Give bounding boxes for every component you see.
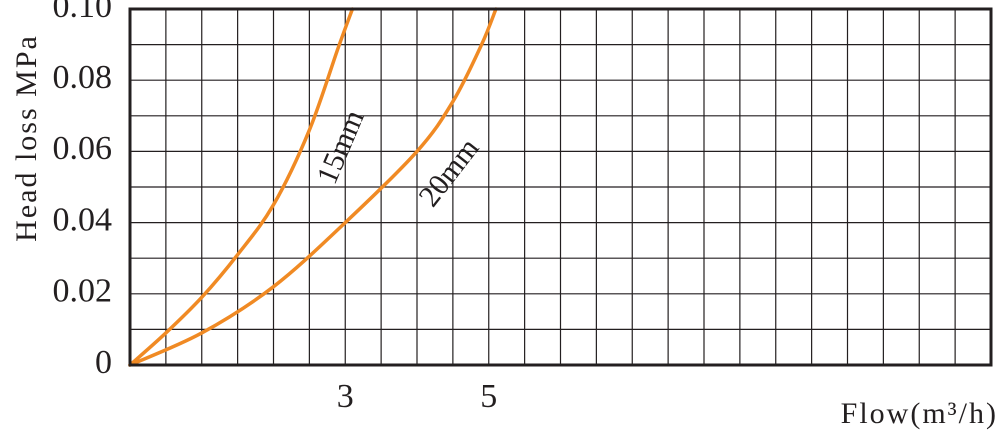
- y-axis-title: Head loss MPa: [10, 34, 43, 242]
- plot-frame: [128, 7, 993, 367]
- series-line-20mm: [128, 7, 498, 367]
- series-labels: 15mm 20mm: [310, 105, 485, 213]
- series-curves: [128, 7, 498, 367]
- y-tick-label: 0.10: [53, 0, 113, 25]
- grid: [130, 9, 991, 365]
- x-axis-title: Flow(m³/h): [841, 397, 998, 430]
- y-tick-label: 0.02: [53, 273, 113, 310]
- y-tick-label: 0: [95, 344, 112, 381]
- series-line-15mm: [128, 7, 355, 367]
- y-tick-labels: 0 0.02 0.04 0.06 0.08 0.10: [53, 0, 113, 381]
- y-tick-label: 0.04: [53, 201, 113, 238]
- y-tick-label: 0.06: [53, 130, 113, 167]
- x-tick-label: 5: [480, 378, 497, 415]
- y-tick-label: 0.08: [53, 59, 113, 96]
- x-tick-label: 3: [337, 378, 354, 415]
- series-label-15mm: 15mm: [310, 105, 370, 188]
